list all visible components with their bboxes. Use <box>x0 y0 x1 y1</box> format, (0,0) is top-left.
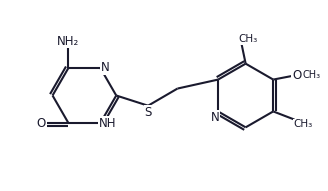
Text: S: S <box>144 106 152 119</box>
Text: N: N <box>211 111 219 124</box>
Text: CH₃: CH₃ <box>238 34 257 44</box>
Text: CH₃: CH₃ <box>302 70 321 80</box>
Text: N: N <box>101 62 110 74</box>
Text: CH₃: CH₃ <box>294 120 313 129</box>
Text: O: O <box>292 69 301 82</box>
Text: NH₂: NH₂ <box>57 35 80 48</box>
Text: NH: NH <box>99 117 116 129</box>
Text: O: O <box>36 117 45 129</box>
